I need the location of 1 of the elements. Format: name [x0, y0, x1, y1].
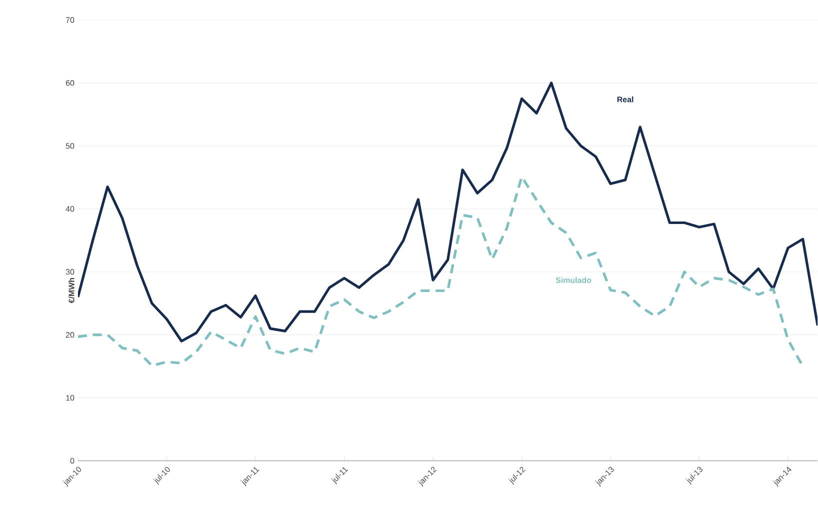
line-series: [78, 82, 818, 343]
